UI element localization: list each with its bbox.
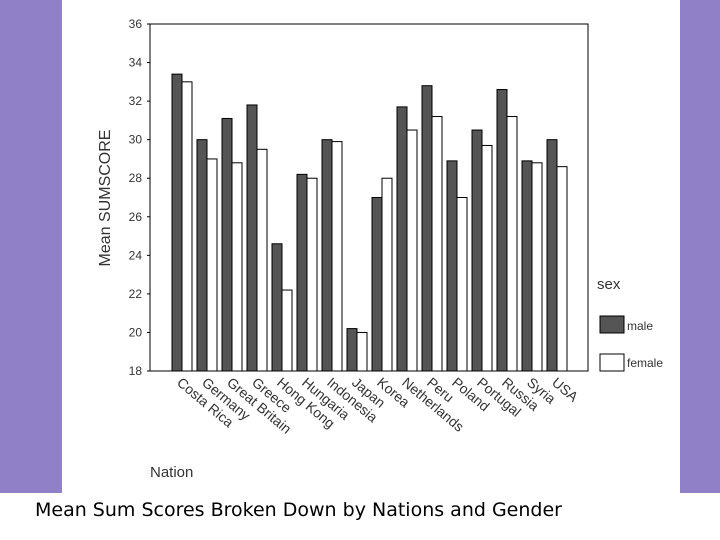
bar-female [381,177,393,372]
bar-male [496,89,508,372]
bar-female [331,141,343,372]
bar-male [296,173,308,372]
y-tick-label: 36 [129,17,143,31]
bar-female [356,331,368,372]
legend-label-male: male [627,319,653,333]
bar-male [321,139,333,372]
bar-male [546,139,558,372]
bar-male [396,106,408,372]
bar-female [531,162,543,372]
bar-male [346,328,358,372]
chart-panel: 18 20 22 24 26 28 30 32 34 36 Costa Rica Germany Gr… [62,0,680,493]
y-tick-label: 20 [129,325,143,339]
x-tick-label: USA [549,374,582,405]
y-tick-label: 26 [129,210,143,224]
bar-male [246,104,258,372]
y-tick-label: 32 [129,94,143,108]
legend: sex male female [597,276,663,372]
bar-female [231,162,243,372]
y-tick-label: 30 [129,133,143,147]
bar-female [206,158,218,372]
bar-female [406,129,418,372]
legend-title: sex [597,276,621,293]
y-tick-label: 24 [129,248,143,262]
y-tick-label: 28 [129,171,143,185]
legend-label-female: female [627,356,663,370]
caption-bar: Mean Sum Scores Broken Down by Nations a… [0,493,720,540]
bar-female [506,116,518,372]
bar-female [181,81,193,372]
bar-female [256,148,268,372]
bar-male [271,243,283,372]
bar-male [471,129,483,372]
bar-female [456,197,468,372]
bar-male [421,85,433,372]
bar-male [171,73,183,372]
y-tick-label: 22 [129,287,143,301]
bar-female [431,116,443,372]
plot-frame [149,23,589,372]
bar-female [481,144,493,372]
legend-swatch-female [599,353,625,372]
x-axis-label: Nation [150,464,193,481]
y-axis-label: Mean SUMSCORE [97,130,114,267]
slide-caption: Mean Sum Scores Broken Down by Nations a… [35,499,562,521]
y-tick-label: 34 [129,56,143,70]
bar-male [446,160,458,372]
bar-male [371,197,383,372]
bar-male [196,139,208,372]
bar-male [521,160,533,372]
bar-male [221,117,233,372]
bar-female [306,177,318,372]
bar-female [556,166,568,372]
bar-female [281,289,293,372]
legend-swatch-male [599,315,625,334]
y-tick-label: 18 [129,364,143,378]
